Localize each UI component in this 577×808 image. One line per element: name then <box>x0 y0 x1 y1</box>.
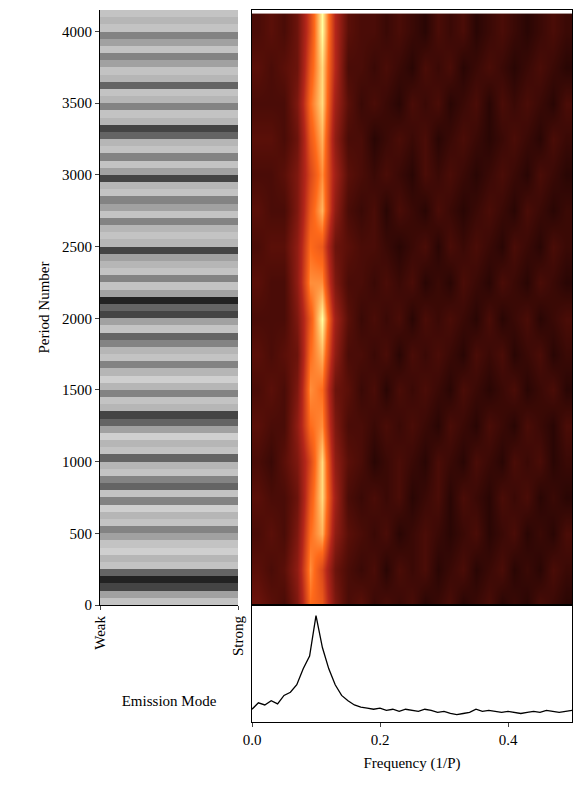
svg-text:Weak: Weak <box>92 616 108 650</box>
svg-text:Period Number: Period Number <box>36 261 52 353</box>
svg-text:4000: 4000 <box>62 24 92 40</box>
svg-text:1500: 1500 <box>62 382 92 398</box>
svg-text:2500: 2500 <box>62 239 92 255</box>
svg-text:0.4: 0.4 <box>499 732 518 748</box>
svg-text:Frequency (1/P): Frequency (1/P) <box>363 755 460 772</box>
svg-text:Emission Mode: Emission Mode <box>122 693 217 709</box>
svg-text:3000: 3000 <box>62 167 92 183</box>
svg-text:500: 500 <box>70 526 93 542</box>
svg-text:0.0: 0.0 <box>243 732 262 748</box>
svg-text:2000: 2000 <box>62 311 92 327</box>
svg-text:0.2: 0.2 <box>371 732 390 748</box>
svg-text:1000: 1000 <box>62 454 92 470</box>
svg-text:0: 0 <box>85 597 93 613</box>
svg-text:3500: 3500 <box>62 95 92 111</box>
svg-text:Strong: Strong <box>230 616 246 657</box>
